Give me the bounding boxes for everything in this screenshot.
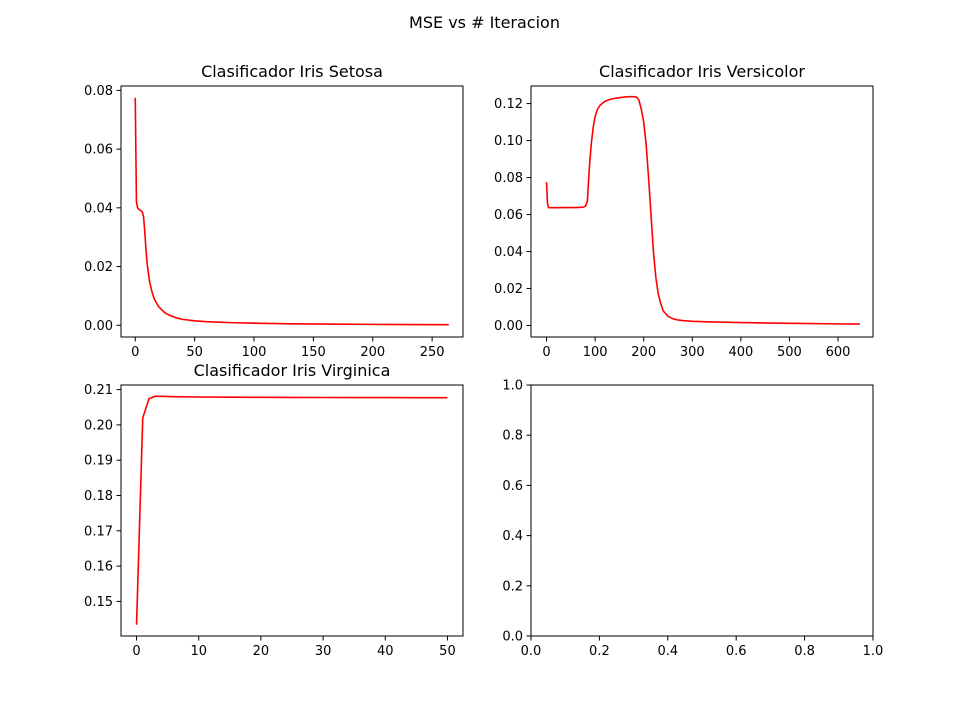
subplot-empty: 0.0 0.2 0.4 0.6 0.8 1.0 0.0 0.2 0.4 0.6 0.8 1.0 [502, 379, 883, 660]
subplot-title: Clasificador Iris Setosa [201, 62, 383, 81]
subplot-title: Clasificador Iris Virginica [194, 361, 391, 380]
y-tick-label: 0.2 [502, 579, 523, 594]
y-tick-label: 0.06 [494, 208, 523, 223]
x-tick-label: 300 [680, 345, 705, 360]
series-line-virginica-0 [135, 395, 448, 625]
x-tick-label: 40 [377, 644, 394, 659]
x-tick-label: 0 [132, 644, 140, 659]
y-tick-label: 1.0 [502, 379, 523, 394]
x-tick-label: 50 [439, 644, 456, 659]
y-tick-label: 0.19 [84, 454, 113, 469]
x-tick-label: 0.2 [589, 644, 610, 659]
x-tick-label: 30 [315, 644, 332, 659]
y-tick-label: 0.06 [84, 143, 113, 158]
x-tick-label: 0.6 [726, 644, 747, 659]
subplot-title: Clasificador Iris Versicolor [599, 62, 805, 81]
axes-frame [120, 85, 464, 338]
x-tick-label: 150 [301, 345, 326, 360]
y-tick-label: 0.02 [494, 282, 523, 297]
subplot-grid: 0 50 100 150 200 2500.000.020.040.060.08Clasi… [84, 62, 883, 659]
subplot-versicolor: 0 100 200 300 400 500 600 0.00 0.02 0.04 0.06 0.08 0… [494, 62, 874, 360]
y-tick-label: 0.02 [84, 260, 113, 275]
x-tick-label: 0.0 [521, 644, 542, 659]
x-tick-label: 1.0 [863, 644, 884, 659]
x-tick-label: 20 [253, 644, 270, 659]
y-tick-label: 0.04 [494, 245, 523, 260]
y-tick-label: 0.20 [84, 418, 113, 433]
y-tick-label: 0.8 [502, 429, 523, 444]
x-tick-label: 0.4 [657, 644, 678, 659]
y-tick-label: 0.08 [494, 171, 523, 186]
y-tick-label: 0.10 [494, 134, 523, 149]
axes-frame [120, 384, 464, 637]
y-tick-label: 0.21 [84, 383, 113, 398]
x-tick-label: 400 [728, 345, 753, 360]
y-tick-label: 0.4 [502, 529, 523, 544]
y-tick-label: 0.17 [84, 524, 113, 539]
subplot-setosa: 0 50 100 150 200 250 0.00 0.02 0.04 0.06 0.08 Clasi… [84, 62, 464, 360]
y-tick-label: 0.6 [502, 479, 523, 494]
subplot-virginica: 0 10 20 30 40 50 0.15 0.16 0.17 0.18 0.19 0.20 0.21 C… [84, 361, 464, 659]
x-tick-label: 100 [242, 345, 267, 360]
x-tick-label: 200 [360, 345, 385, 360]
y-tick-label: 0.00 [494, 319, 523, 334]
y-tick-label: 0.16 [84, 560, 113, 575]
x-tick-label: 50 [186, 345, 203, 360]
series-line-versicolor-0 [545, 95, 860, 325]
y-tick-label: 0.15 [84, 595, 113, 610]
y-tick-label: 0.18 [84, 489, 113, 504]
x-tick-label: 500 [777, 345, 802, 360]
y-tick-label: 0.04 [84, 201, 113, 216]
y-tick-label: 0.00 [84, 319, 113, 334]
y-tick-label: 0.0 [502, 630, 523, 645]
y-tick-label: 0.12 [494, 97, 523, 112]
x-tick-label: 0 [542, 345, 550, 360]
series-line-setosa-0 [134, 97, 449, 326]
figure-suptitle: MSE vs # Iteracion [409, 13, 560, 32]
x-tick-label: 10 [190, 644, 207, 659]
x-tick-label: 200 [631, 345, 656, 360]
y-tick-label: 0.08 [84, 84, 113, 99]
x-tick-label: 250 [420, 345, 445, 360]
x-tick-label: 0 [131, 345, 139, 360]
axes-frame [530, 384, 874, 637]
x-tick-label: 600 [826, 345, 851, 360]
axes-frame [530, 85, 874, 338]
x-tick-label: 100 [583, 345, 608, 360]
x-tick-label: 0.8 [794, 644, 815, 659]
